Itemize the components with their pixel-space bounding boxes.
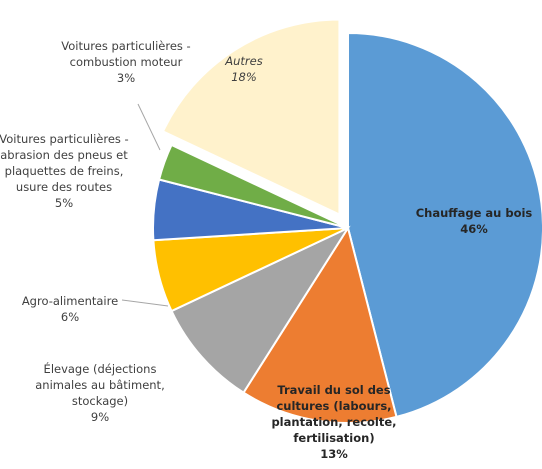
leader-line [121,299,169,307]
pie-slice [347,31,542,419]
category-label: Élevage (déjections animales au bâtiment… [35,362,165,408]
slice-label: Chauffage au bois 46% [414,205,534,237]
value-label: 5% [54,196,74,210]
leader-line [137,103,161,151]
value-label: 3% [116,71,136,85]
value-label: 9% [90,410,110,424]
slice-label: Autres 18% [204,53,284,85]
value-label: 18% [231,70,257,84]
slice-label: Élevage (déjections animales au bâtiment… [20,361,180,425]
slice-label: Voitures particulières - combustion mote… [61,38,191,86]
slice-label: Voitures particulières - abrasion des pn… [0,131,132,211]
value-label: 46% [460,222,488,236]
category-label: Autres [225,54,263,68]
value-label: 13% [320,447,348,461]
slice-label: Travail du sol des cultures (labours, pl… [264,382,404,462]
pie-slice [161,18,341,217]
slice-label: Agro-alimentaire 6% [5,293,135,325]
category-label: Agro-alimentaire [21,294,119,308]
category-label: Voitures particulières - abrasion des pn… [0,132,129,194]
pie-slice [242,225,398,424]
category-label: Travail du sol des cultures (labours, pl… [271,383,397,445]
pie-slice [170,225,351,395]
pie-slice [157,143,349,229]
category-label: Chauffage au bois [415,206,533,220]
category-label: Voitures particulières - combustion mote… [61,39,191,69]
value-label: 6% [60,310,80,324]
